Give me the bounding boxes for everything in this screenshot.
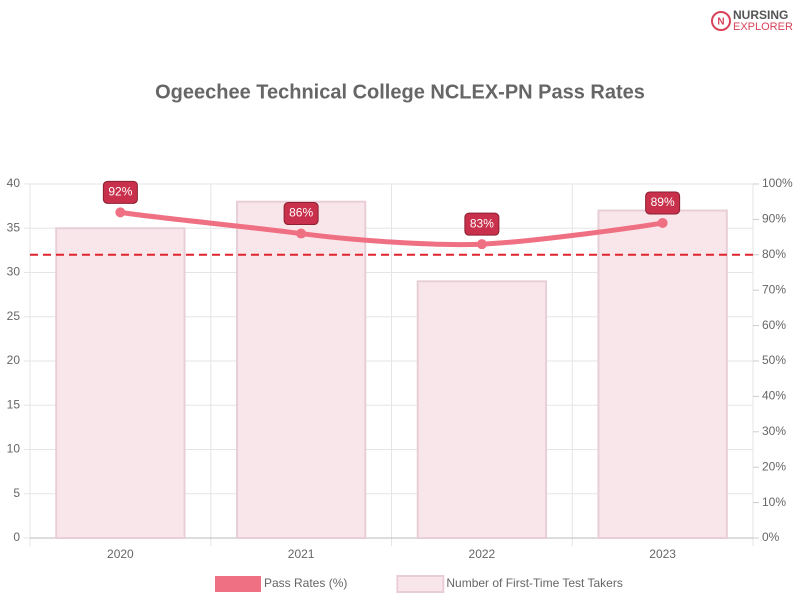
logo-text: NURSING bbox=[733, 8, 788, 22]
y2-tick-label: 30% bbox=[762, 424, 786, 438]
bar bbox=[597, 209, 728, 540]
y2-tick-label: 70% bbox=[762, 282, 786, 296]
value-label: 83% bbox=[470, 216, 494, 230]
y-tick-label: 0 bbox=[13, 530, 20, 544]
value-label-box bbox=[645, 191, 681, 215]
point bbox=[296, 228, 307, 239]
bar bbox=[235, 200, 367, 539]
y-tick-label: 30 bbox=[7, 265, 21, 279]
x-tick-label: 2021 bbox=[288, 547, 315, 561]
y-tick-label: 25 bbox=[7, 309, 21, 323]
y2-tick-label: 10% bbox=[762, 495, 786, 509]
legend-label: Number of First-Time Test Takers bbox=[446, 576, 622, 590]
legend-swatch bbox=[396, 575, 445, 593]
y2-tick-label: 60% bbox=[762, 318, 786, 332]
chart-title: Ogeechee Technical College NCLEX-PN Pass… bbox=[155, 81, 645, 103]
value-label-box bbox=[102, 180, 138, 204]
y-tick-label: 5 bbox=[13, 486, 20, 500]
point bbox=[657, 217, 668, 228]
logo-text: EXPLORER bbox=[733, 21, 793, 33]
value-label-box bbox=[464, 212, 500, 236]
y-tick-label: 15 bbox=[7, 397, 21, 411]
value-label-box bbox=[283, 202, 319, 226]
x-tick-label: 2020 bbox=[107, 547, 134, 561]
logo-mark: N bbox=[717, 17, 724, 28]
x-tick-label: 2023 bbox=[649, 547, 676, 561]
point bbox=[115, 207, 126, 218]
y2-tick-label: 50% bbox=[762, 353, 786, 367]
x-tick-label: 2022 bbox=[469, 547, 496, 561]
y-tick-label: 40 bbox=[7, 176, 21, 190]
bar bbox=[55, 227, 186, 539]
line bbox=[119, 209, 664, 248]
y2-tick-label: 20% bbox=[762, 459, 786, 473]
y2-tick-label: 90% bbox=[762, 212, 786, 226]
y2-tick-label: 0% bbox=[762, 530, 780, 544]
legend-label: Pass Rates (%) bbox=[264, 576, 347, 590]
logo-icon bbox=[711, 11, 731, 31]
y2-tick-label: 40% bbox=[762, 389, 786, 403]
logo: N NURSING EXPLORER bbox=[711, 8, 793, 33]
y-tick-label: 20 bbox=[7, 353, 21, 367]
y-tick-label: 10 bbox=[7, 442, 21, 456]
y2-tick-label: 80% bbox=[762, 247, 786, 261]
value-label: 89% bbox=[651, 195, 675, 209]
value-label: 86% bbox=[289, 206, 313, 220]
point bbox=[476, 239, 487, 250]
y2-tick-label: 100% bbox=[762, 176, 793, 190]
legend-swatch bbox=[215, 576, 261, 592]
value-label: 92% bbox=[108, 184, 132, 198]
y-tick-label: 35 bbox=[7, 220, 21, 234]
bar bbox=[416, 280, 548, 539]
